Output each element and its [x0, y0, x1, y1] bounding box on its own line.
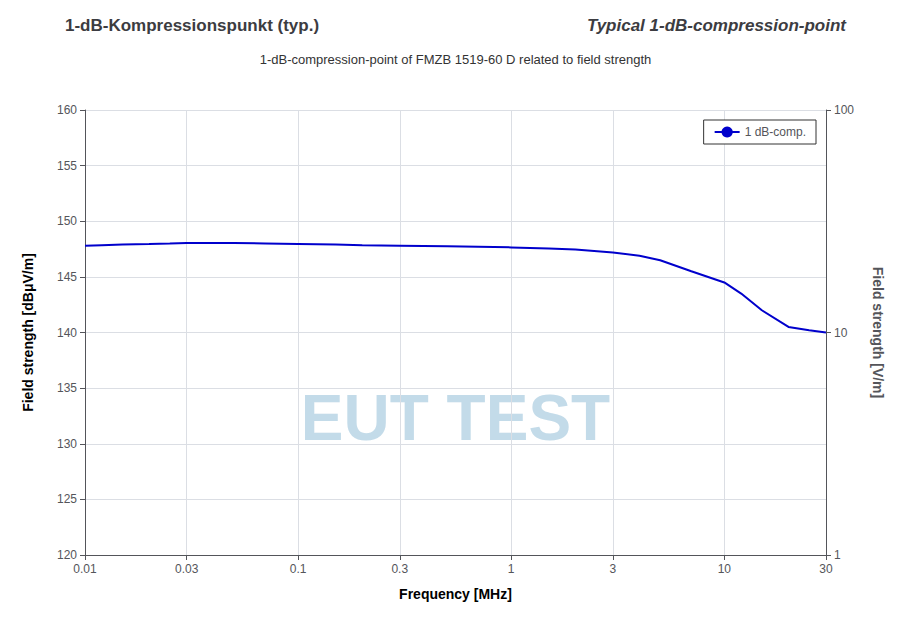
svg-text:Typical 1-dB-compression-point: Typical 1-dB-compression-point	[587, 16, 847, 35]
svg-text:135: 135	[57, 381, 77, 395]
svg-text:150: 150	[57, 214, 77, 228]
svg-text:Field strength [V/m]: Field strength [V/m]	[870, 267, 886, 398]
svg-text:140: 140	[57, 326, 77, 340]
svg-text:120: 120	[57, 548, 77, 562]
svg-text:1: 1	[834, 548, 841, 562]
svg-text:0.3: 0.3	[391, 562, 408, 576]
svg-text:EUT TEST: EUT TEST	[301, 382, 610, 454]
svg-text:1-dB-Kompressionspunkt (typ.): 1-dB-Kompressionspunkt (typ.)	[65, 16, 319, 35]
svg-text:1: 1	[508, 562, 515, 576]
svg-text:100: 100	[834, 103, 854, 117]
svg-text:3: 3	[610, 562, 617, 576]
svg-text:155: 155	[57, 159, 77, 173]
svg-text:1 dB-comp.: 1 dB-comp.	[745, 125, 806, 139]
svg-text:145: 145	[57, 270, 77, 284]
svg-text:Frequency [MHz]: Frequency [MHz]	[399, 586, 512, 602]
svg-text:30: 30	[819, 562, 833, 576]
svg-text:0.1: 0.1	[290, 562, 307, 576]
svg-text:0.01: 0.01	[73, 562, 97, 576]
svg-text:Field strength [dBμV/m]: Field strength [dBμV/m]	[20, 253, 36, 412]
svg-text:160: 160	[57, 103, 77, 117]
svg-text:1-dB-compression-point of FMZB: 1-dB-compression-point of FMZB 1519-60 D…	[260, 52, 652, 67]
svg-text:10: 10	[718, 562, 732, 576]
svg-text:10: 10	[834, 326, 848, 340]
svg-text:130: 130	[57, 437, 77, 451]
svg-text:0.03: 0.03	[175, 562, 199, 576]
svg-text:125: 125	[57, 492, 77, 506]
